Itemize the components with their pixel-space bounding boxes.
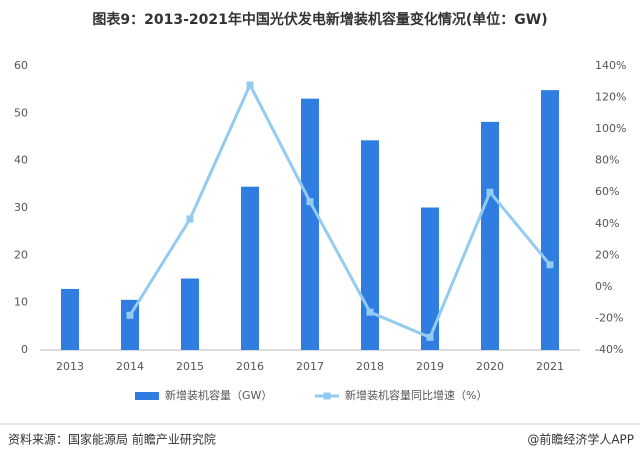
x-tick-label: 2020	[476, 360, 504, 373]
y2-tick-label: 20%	[595, 248, 619, 261]
bar	[121, 299, 139, 350]
y2-tick-label: 140%	[595, 59, 626, 72]
y2-tick-label: 60%	[595, 185, 619, 198]
legend-label: 新增装机容量同比增速（%）	[345, 388, 487, 402]
bar	[541, 90, 559, 350]
y-tick-label: 60	[14, 59, 28, 72]
y-tick-label: 50	[14, 106, 28, 119]
bar	[481, 121, 499, 350]
x-tick-label: 2016	[236, 360, 264, 373]
bar	[241, 186, 259, 350]
line-marker	[306, 198, 314, 206]
x-tick-label: 2021	[536, 360, 564, 373]
y-tick-label: 30	[14, 201, 28, 214]
bar	[181, 278, 199, 350]
x-tick-label: 2014	[116, 360, 144, 373]
y2-tick-label: 100%	[595, 122, 626, 135]
chart-title: 图表9：2013-2021年中国光伏发电新增装机容量变化情况(单位：GW)	[92, 11, 547, 28]
line-marker	[186, 215, 194, 223]
legend-label: 新增装机容量（GW）	[165, 388, 272, 402]
y2-tick-label: -40%	[595, 343, 623, 356]
bar	[421, 207, 439, 350]
bar	[61, 288, 79, 350]
y-tick-label: 0	[21, 343, 28, 356]
line-marker	[486, 188, 494, 196]
legend-swatch	[135, 392, 159, 400]
line-marker	[246, 81, 254, 89]
line	[128, 81, 552, 340]
line-marker	[426, 333, 434, 341]
y-tick-label: 40	[14, 154, 28, 167]
y2-tick-label: 0%	[595, 280, 612, 293]
credit: @前瞻经济学人APP	[527, 432, 634, 447]
line-marker	[126, 311, 134, 319]
legend-swatch	[323, 392, 331, 400]
x-tick-label: 2018	[356, 360, 384, 373]
y2-tick-label: 120%	[595, 91, 626, 104]
bar	[361, 140, 379, 350]
y2-tick-label: -20%	[595, 311, 623, 324]
source: 资料来源：国家能源局 前瞻产业研究院	[8, 432, 216, 447]
x-tick-label: 2019	[416, 360, 444, 373]
x-tick-label: 2015	[176, 360, 204, 373]
y-tick-label: 20	[14, 248, 28, 261]
x-tick-label: 2017	[296, 360, 324, 373]
line-marker	[546, 261, 554, 269]
x-tick-label: 2013	[56, 360, 84, 373]
line-marker	[366, 308, 374, 316]
y2-tick-label: 80%	[595, 154, 619, 167]
bar	[301, 98, 319, 350]
y2-tick-label: 40%	[595, 217, 619, 230]
y-tick-label: 10	[14, 296, 28, 309]
